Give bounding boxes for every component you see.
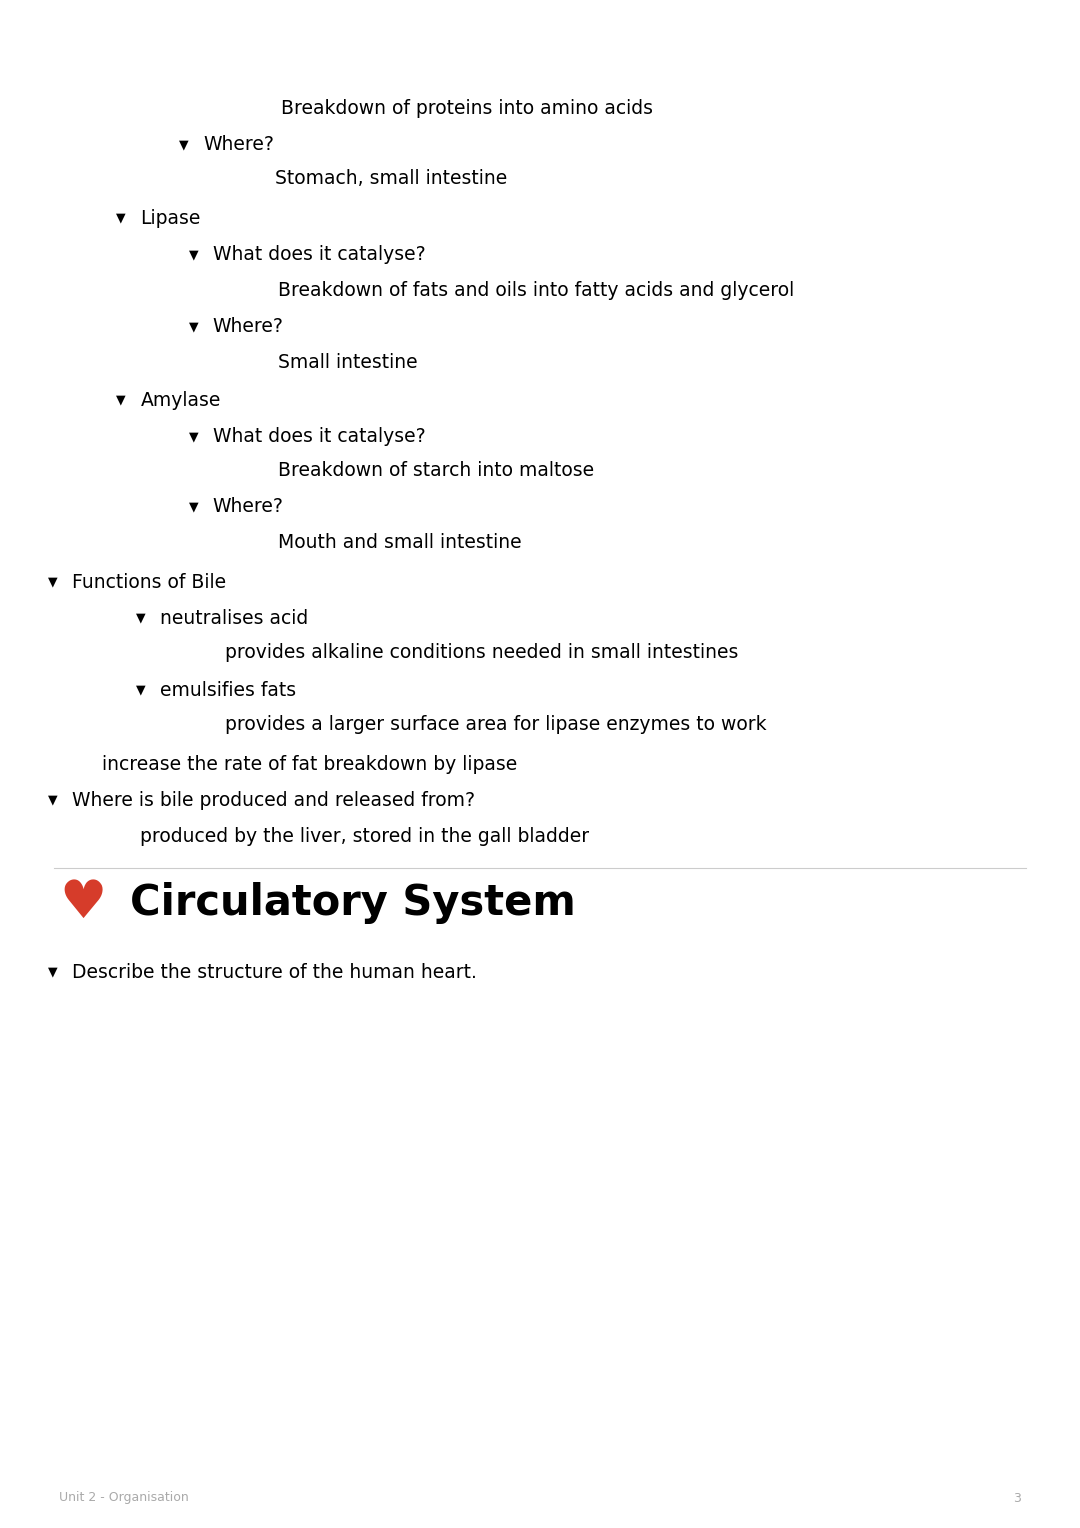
Text: ▼: ▼ <box>179 139 188 151</box>
Text: What does it catalyse?: What does it catalyse? <box>213 246 426 264</box>
Text: Where?: Where? <box>213 318 284 336</box>
Text: ▼: ▼ <box>189 501 198 513</box>
Text: Where is bile produced and released from?: Where is bile produced and released from… <box>72 790 475 810</box>
Text: Breakdown of fats and oils into fatty acids and glycerol: Breakdown of fats and oils into fatty ac… <box>278 281 794 299</box>
Text: Where?: Where? <box>203 136 274 154</box>
Text: Lipase: Lipase <box>140 208 201 228</box>
Text: Mouth and small intestine: Mouth and small intestine <box>278 532 522 552</box>
Text: ▼: ▼ <box>117 211 125 225</box>
Text: ▼: ▼ <box>189 249 198 261</box>
Text: emulsifies fats: emulsifies fats <box>160 680 296 700</box>
Text: ▼: ▼ <box>49 793 57 807</box>
Text: produced by the liver, stored in the gall bladder: produced by the liver, stored in the gal… <box>140 827 590 845</box>
Text: provides a larger surface area for lipase enzymes to work: provides a larger surface area for lipas… <box>225 715 767 735</box>
Text: Small intestine: Small intestine <box>278 353 417 371</box>
Text: Breakdown of starch into maltose: Breakdown of starch into maltose <box>278 460 594 480</box>
Text: Stomach, small intestine: Stomach, small intestine <box>275 168 508 188</box>
Text: ▼: ▼ <box>49 966 57 978</box>
Text: Functions of Bile: Functions of Bile <box>72 573 227 591</box>
Text: increase the rate of fat breakdown by lipase: increase the rate of fat breakdown by li… <box>102 755 516 773</box>
Text: ▼: ▼ <box>49 576 57 588</box>
Text: provides alkaline conditions needed in small intestines: provides alkaline conditions needed in s… <box>225 642 738 662</box>
Text: ▼: ▼ <box>136 611 145 625</box>
Text: Circulatory System: Circulatory System <box>130 882 576 924</box>
Text: neutralises acid: neutralises acid <box>160 608 308 628</box>
Text: ♥: ♥ <box>59 877 107 929</box>
Text: ▼: ▼ <box>117 394 125 406</box>
Text: ▼: ▼ <box>136 683 145 697</box>
Text: Where?: Where? <box>213 498 284 516</box>
Text: ▼: ▼ <box>189 431 198 443</box>
Text: Amylase: Amylase <box>140 391 220 410</box>
Text: 3: 3 <box>1013 1491 1021 1505</box>
Text: Describe the structure of the human heart.: Describe the structure of the human hear… <box>72 963 477 981</box>
Text: What does it catalyse?: What does it catalyse? <box>213 428 426 446</box>
Text: Unit 2 - Organisation: Unit 2 - Organisation <box>59 1491 189 1505</box>
Text: Breakdown of proteins into amino acids: Breakdown of proteins into amino acids <box>281 98 652 118</box>
Text: ▼: ▼ <box>189 321 198 333</box>
